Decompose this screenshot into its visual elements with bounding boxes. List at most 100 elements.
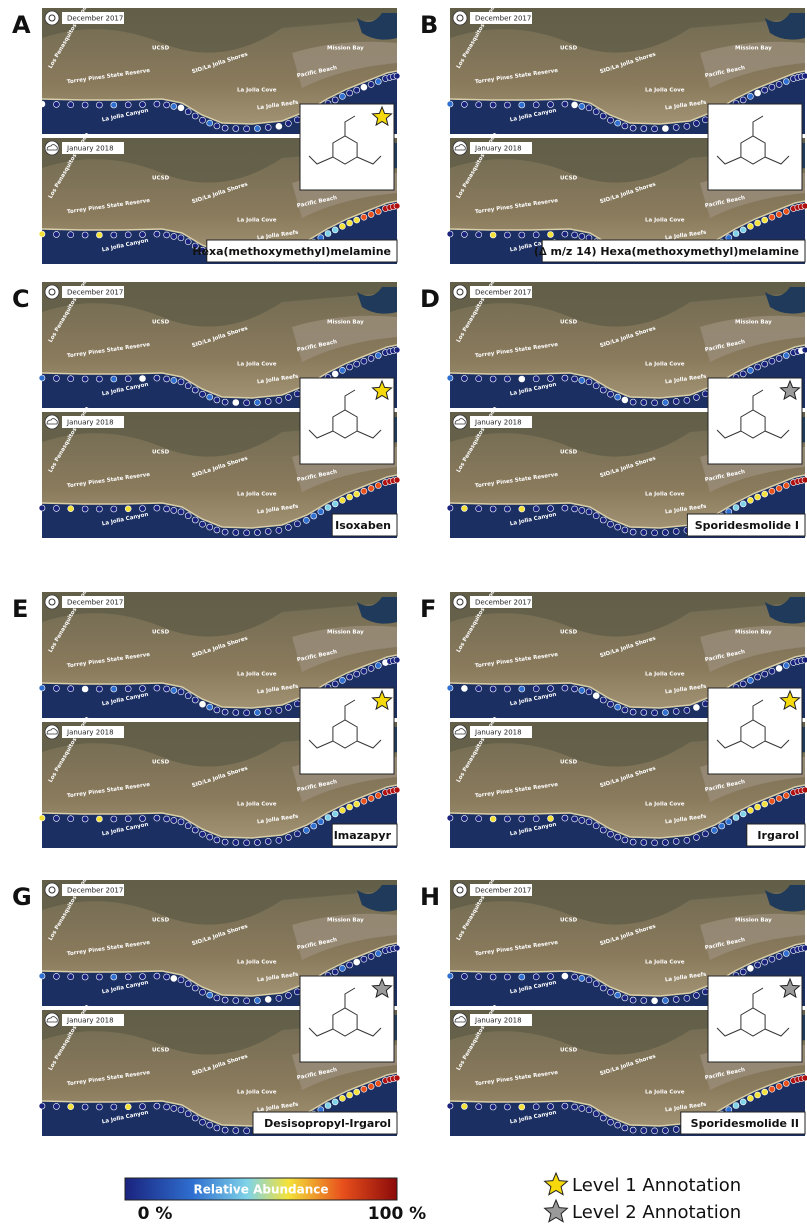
- sample-dot: [332, 97, 338, 103]
- sample-dot: [608, 831, 614, 837]
- panel-letter: D: [420, 285, 440, 313]
- sample-dot: [662, 710, 668, 716]
- sample-dot: [39, 231, 45, 237]
- sample-dot: [769, 798, 775, 804]
- sample-dot: [802, 73, 807, 79]
- sample-dot: [600, 1115, 606, 1121]
- sample-dot: [294, 521, 300, 527]
- sample-dot: [39, 685, 45, 691]
- sample-dot: [747, 1095, 753, 1101]
- sample-dot: [276, 397, 282, 403]
- map-label: La Jolla Cove: [645, 362, 685, 368]
- sample-dot: [68, 506, 74, 512]
- sample-dot: [593, 823, 599, 829]
- sample-dot: [504, 232, 510, 238]
- sample-dot: [662, 126, 668, 132]
- sample-dot: [548, 376, 554, 382]
- sample-dot: [244, 400, 250, 406]
- sample-dot: [111, 1104, 117, 1110]
- sample-dot: [776, 211, 782, 217]
- sample-dot: [548, 1104, 554, 1110]
- sample-dot: [394, 347, 400, 353]
- map-label: UCSD: [560, 630, 578, 636]
- sample-dot: [361, 1086, 367, 1092]
- sample-dot: [762, 1089, 768, 1095]
- sample-dot: [641, 400, 647, 406]
- sample-dot: [171, 817, 177, 823]
- sample-dot: [600, 387, 606, 393]
- sample-dot: [673, 528, 679, 534]
- map-label: UCSD: [152, 630, 170, 636]
- map-label: Mission Bay: [327, 320, 364, 326]
- sample-dot: [762, 801, 768, 807]
- sample-dot: [111, 816, 117, 822]
- sample-dot: [285, 704, 291, 710]
- sample-dot: [783, 209, 789, 215]
- sample-dot: [265, 708, 271, 714]
- map-label: Mission Bay: [327, 630, 364, 636]
- sample-dot: [533, 232, 539, 238]
- sample-dot: [572, 506, 578, 512]
- sample-dot: [53, 505, 59, 511]
- sample-dot: [39, 101, 45, 107]
- map-label: UCSD: [560, 1048, 578, 1054]
- sample-dot: [361, 798, 367, 804]
- sample-dot: [652, 840, 658, 846]
- sample-dot: [600, 827, 606, 833]
- sample-dot: [593, 513, 599, 519]
- season-label: January 2018: [66, 145, 114, 153]
- sample-dot: [361, 84, 367, 90]
- map-label: Mission Bay: [735, 918, 772, 924]
- sample-dot: [200, 391, 206, 397]
- compound-name: Sporidesmolide I: [695, 519, 799, 532]
- sample-dot: [579, 103, 585, 109]
- sample-dot: [673, 708, 679, 714]
- sample-dot: [652, 998, 658, 1004]
- sample-dot: [185, 513, 191, 519]
- sample-dot: [214, 707, 220, 713]
- sample-dot: [192, 827, 198, 833]
- sample-dot: [375, 1081, 381, 1087]
- legend-annotation: Level 1 Annotation: [572, 1175, 741, 1196]
- sample-dot: [154, 973, 160, 979]
- sample-dot: [608, 701, 614, 707]
- sample-dot: [375, 793, 381, 799]
- map-label: UCSD: [152, 760, 170, 766]
- sample-dot: [776, 953, 782, 959]
- sample-dot: [755, 674, 761, 680]
- sample-dot: [222, 839, 228, 845]
- sample-dot: [579, 507, 585, 513]
- sample-dot: [740, 97, 746, 103]
- sample-dot: [548, 506, 554, 512]
- sample-dot: [178, 819, 184, 825]
- sample-dot: [504, 1104, 510, 1110]
- sample-dot: [178, 689, 184, 695]
- sample-dot: [325, 1103, 331, 1109]
- sample-dot: [762, 217, 768, 223]
- sample-dot: [762, 671, 768, 677]
- sample-dot: [662, 998, 668, 1004]
- sample-dot: [519, 506, 525, 512]
- sample-dot: [608, 117, 614, 123]
- sample-dot: [740, 501, 746, 507]
- season-icon: [45, 11, 59, 25]
- sample-dot: [332, 969, 338, 975]
- sample-dot: [776, 1083, 782, 1089]
- sample-dot: [447, 101, 453, 107]
- panel: DLos Penasquitos LagoonTorrey Pines Stat…: [420, 276, 807, 538]
- sample-dot: [254, 998, 260, 1004]
- sample-dot: [265, 838, 271, 844]
- map-label: La Jolla Cove: [645, 218, 685, 224]
- sample-dot: [622, 995, 628, 1001]
- sample-dot: [332, 1099, 338, 1105]
- compound-name: Imazapyr: [334, 829, 392, 842]
- season-label: January 2018: [474, 729, 522, 737]
- sample-dot: [461, 375, 467, 381]
- sample-dot: [332, 227, 338, 233]
- sample-dot: [200, 521, 206, 527]
- sample-dot: [347, 494, 353, 500]
- sample-dot: [96, 686, 102, 692]
- sample-dot: [82, 974, 88, 980]
- sample-dot: [96, 376, 102, 382]
- sample-dot: [693, 394, 699, 400]
